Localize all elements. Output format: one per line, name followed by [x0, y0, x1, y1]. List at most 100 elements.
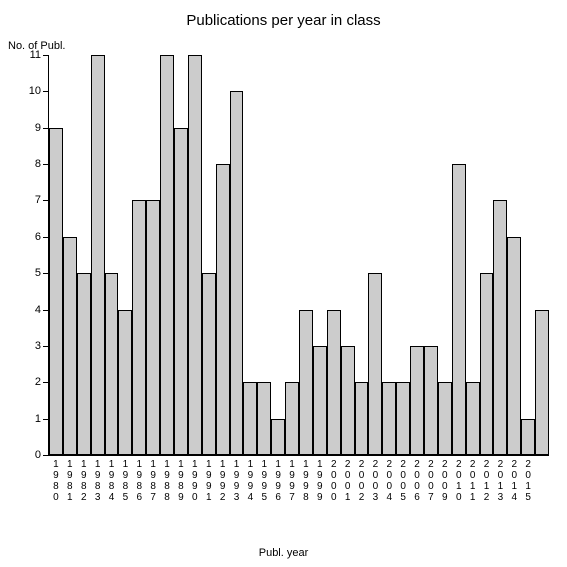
y-tick	[43, 382, 49, 383]
y-tick-label: 3	[35, 340, 41, 352]
y-tick-label: 2	[35, 376, 41, 388]
bar	[243, 382, 257, 455]
x-tick-label: 1 9 9 2	[218, 459, 228, 503]
y-tick	[43, 455, 49, 456]
chart-title: Publications per year in class	[0, 12, 567, 29]
x-tick-label: 2 0 0 2	[357, 459, 367, 503]
chart-container: Publications per year in class No. of Pu…	[0, 0, 567, 567]
bar	[313, 346, 327, 455]
x-tick-label: 2 0 1 2	[482, 459, 492, 503]
y-tick-label: 1	[35, 413, 41, 425]
x-tick-label: 2 0 1 1	[468, 459, 478, 503]
x-tick-label: 2 0 0 1	[343, 459, 353, 503]
bar	[174, 128, 188, 455]
bar	[299, 310, 313, 455]
y-tick-label: 0	[35, 449, 41, 461]
y-tick-label: 10	[29, 85, 41, 97]
y-tick-label: 8	[35, 158, 41, 170]
bar	[355, 382, 369, 455]
x-tick-label: 1 9 8 0	[51, 459, 61, 503]
y-tick-label: 11	[30, 49, 41, 61]
x-tick-label: 1 9 9 9	[315, 459, 325, 503]
x-tick-label: 2 0 0 7	[426, 459, 436, 503]
y-tick	[43, 164, 49, 165]
x-tick-label: 2 0 1 5	[523, 459, 533, 503]
x-tick-label: 1 9 8 3	[93, 459, 103, 503]
x-tick-label: 1 9 8 1	[65, 459, 75, 503]
x-tick-label: 1 9 8 5	[120, 459, 130, 503]
x-tick-label: 1 9 9 7	[287, 459, 297, 503]
x-tick-label: 2 0 0 6	[412, 459, 422, 503]
x-tick-label: 2 0 0 0	[329, 459, 339, 503]
y-tick	[43, 419, 49, 420]
x-tick-label: 2 0 0 3	[370, 459, 380, 503]
bar	[396, 382, 410, 455]
x-tick-label: 1 9 9 4	[245, 459, 255, 503]
bar	[382, 382, 396, 455]
bar	[160, 55, 174, 455]
bar	[271, 419, 285, 455]
bar	[493, 200, 507, 455]
x-tick-label: 1 9 8 7	[148, 459, 158, 503]
x-tick-label: 1 9 8 8	[162, 459, 172, 503]
bar	[424, 346, 438, 455]
x-tick-label: 1 9 9 1	[204, 459, 214, 503]
bar	[257, 382, 271, 455]
plot-area: 012345678910111 9 8 01 9 8 11 9 8 21 9 8…	[48, 55, 549, 456]
x-tick-label: 2 0 0 4	[384, 459, 394, 503]
bar	[327, 310, 341, 455]
y-tick	[43, 91, 49, 92]
y-tick	[43, 200, 49, 201]
bar	[535, 310, 549, 455]
bar	[480, 273, 494, 455]
x-tick-label: 2 0 1 4	[509, 459, 519, 503]
bar	[202, 273, 216, 455]
x-tick-label: 2 0 0 5	[398, 459, 408, 503]
bar	[118, 310, 132, 455]
bar	[91, 55, 105, 455]
x-tick-label: 1 9 8 2	[79, 459, 89, 503]
bar	[521, 419, 535, 455]
bar	[410, 346, 424, 455]
bar	[285, 382, 299, 455]
bar	[452, 164, 466, 455]
y-tick-label: 9	[35, 122, 41, 134]
y-tick	[43, 128, 49, 129]
bar	[230, 91, 244, 455]
x-tick-label: 1 9 8 4	[107, 459, 117, 503]
x-tick-label: 1 9 9 3	[232, 459, 242, 503]
y-tick-label: 5	[35, 267, 41, 279]
y-tick-label: 4	[35, 304, 41, 316]
bars-group	[49, 55, 549, 455]
y-tick-label: 7	[35, 194, 41, 206]
x-tick-label: 1 9 9 5	[259, 459, 269, 503]
bar	[49, 128, 63, 455]
bar	[341, 346, 355, 455]
bar	[507, 237, 521, 455]
x-tick-label: 1 9 9 8	[301, 459, 311, 503]
y-tick	[43, 237, 49, 238]
y-tick-label: 6	[35, 231, 41, 243]
x-tick-label: 2 0 1 0	[454, 459, 464, 503]
y-tick	[43, 55, 49, 56]
bar	[77, 273, 91, 455]
bar	[63, 237, 77, 455]
x-tick-label: 2 0 1 3	[495, 459, 505, 503]
bar	[466, 382, 480, 455]
x-tick-label: 1 9 8 6	[134, 459, 144, 503]
bar	[146, 200, 160, 455]
bar	[188, 55, 202, 455]
y-tick	[43, 310, 49, 311]
bar	[216, 164, 230, 455]
x-axis-title: Publ. year	[0, 547, 567, 559]
bar	[132, 200, 146, 455]
y-tick	[43, 346, 49, 347]
x-tick-label: 1 9 8 9	[176, 459, 186, 503]
bar	[438, 382, 452, 455]
bar	[105, 273, 119, 455]
x-tick-label: 2 0 0 9	[440, 459, 450, 503]
bar	[368, 273, 382, 455]
x-tick-label: 1 9 9 6	[273, 459, 283, 503]
x-tick-label: 1 9 9 0	[190, 459, 200, 503]
y-tick	[43, 273, 49, 274]
